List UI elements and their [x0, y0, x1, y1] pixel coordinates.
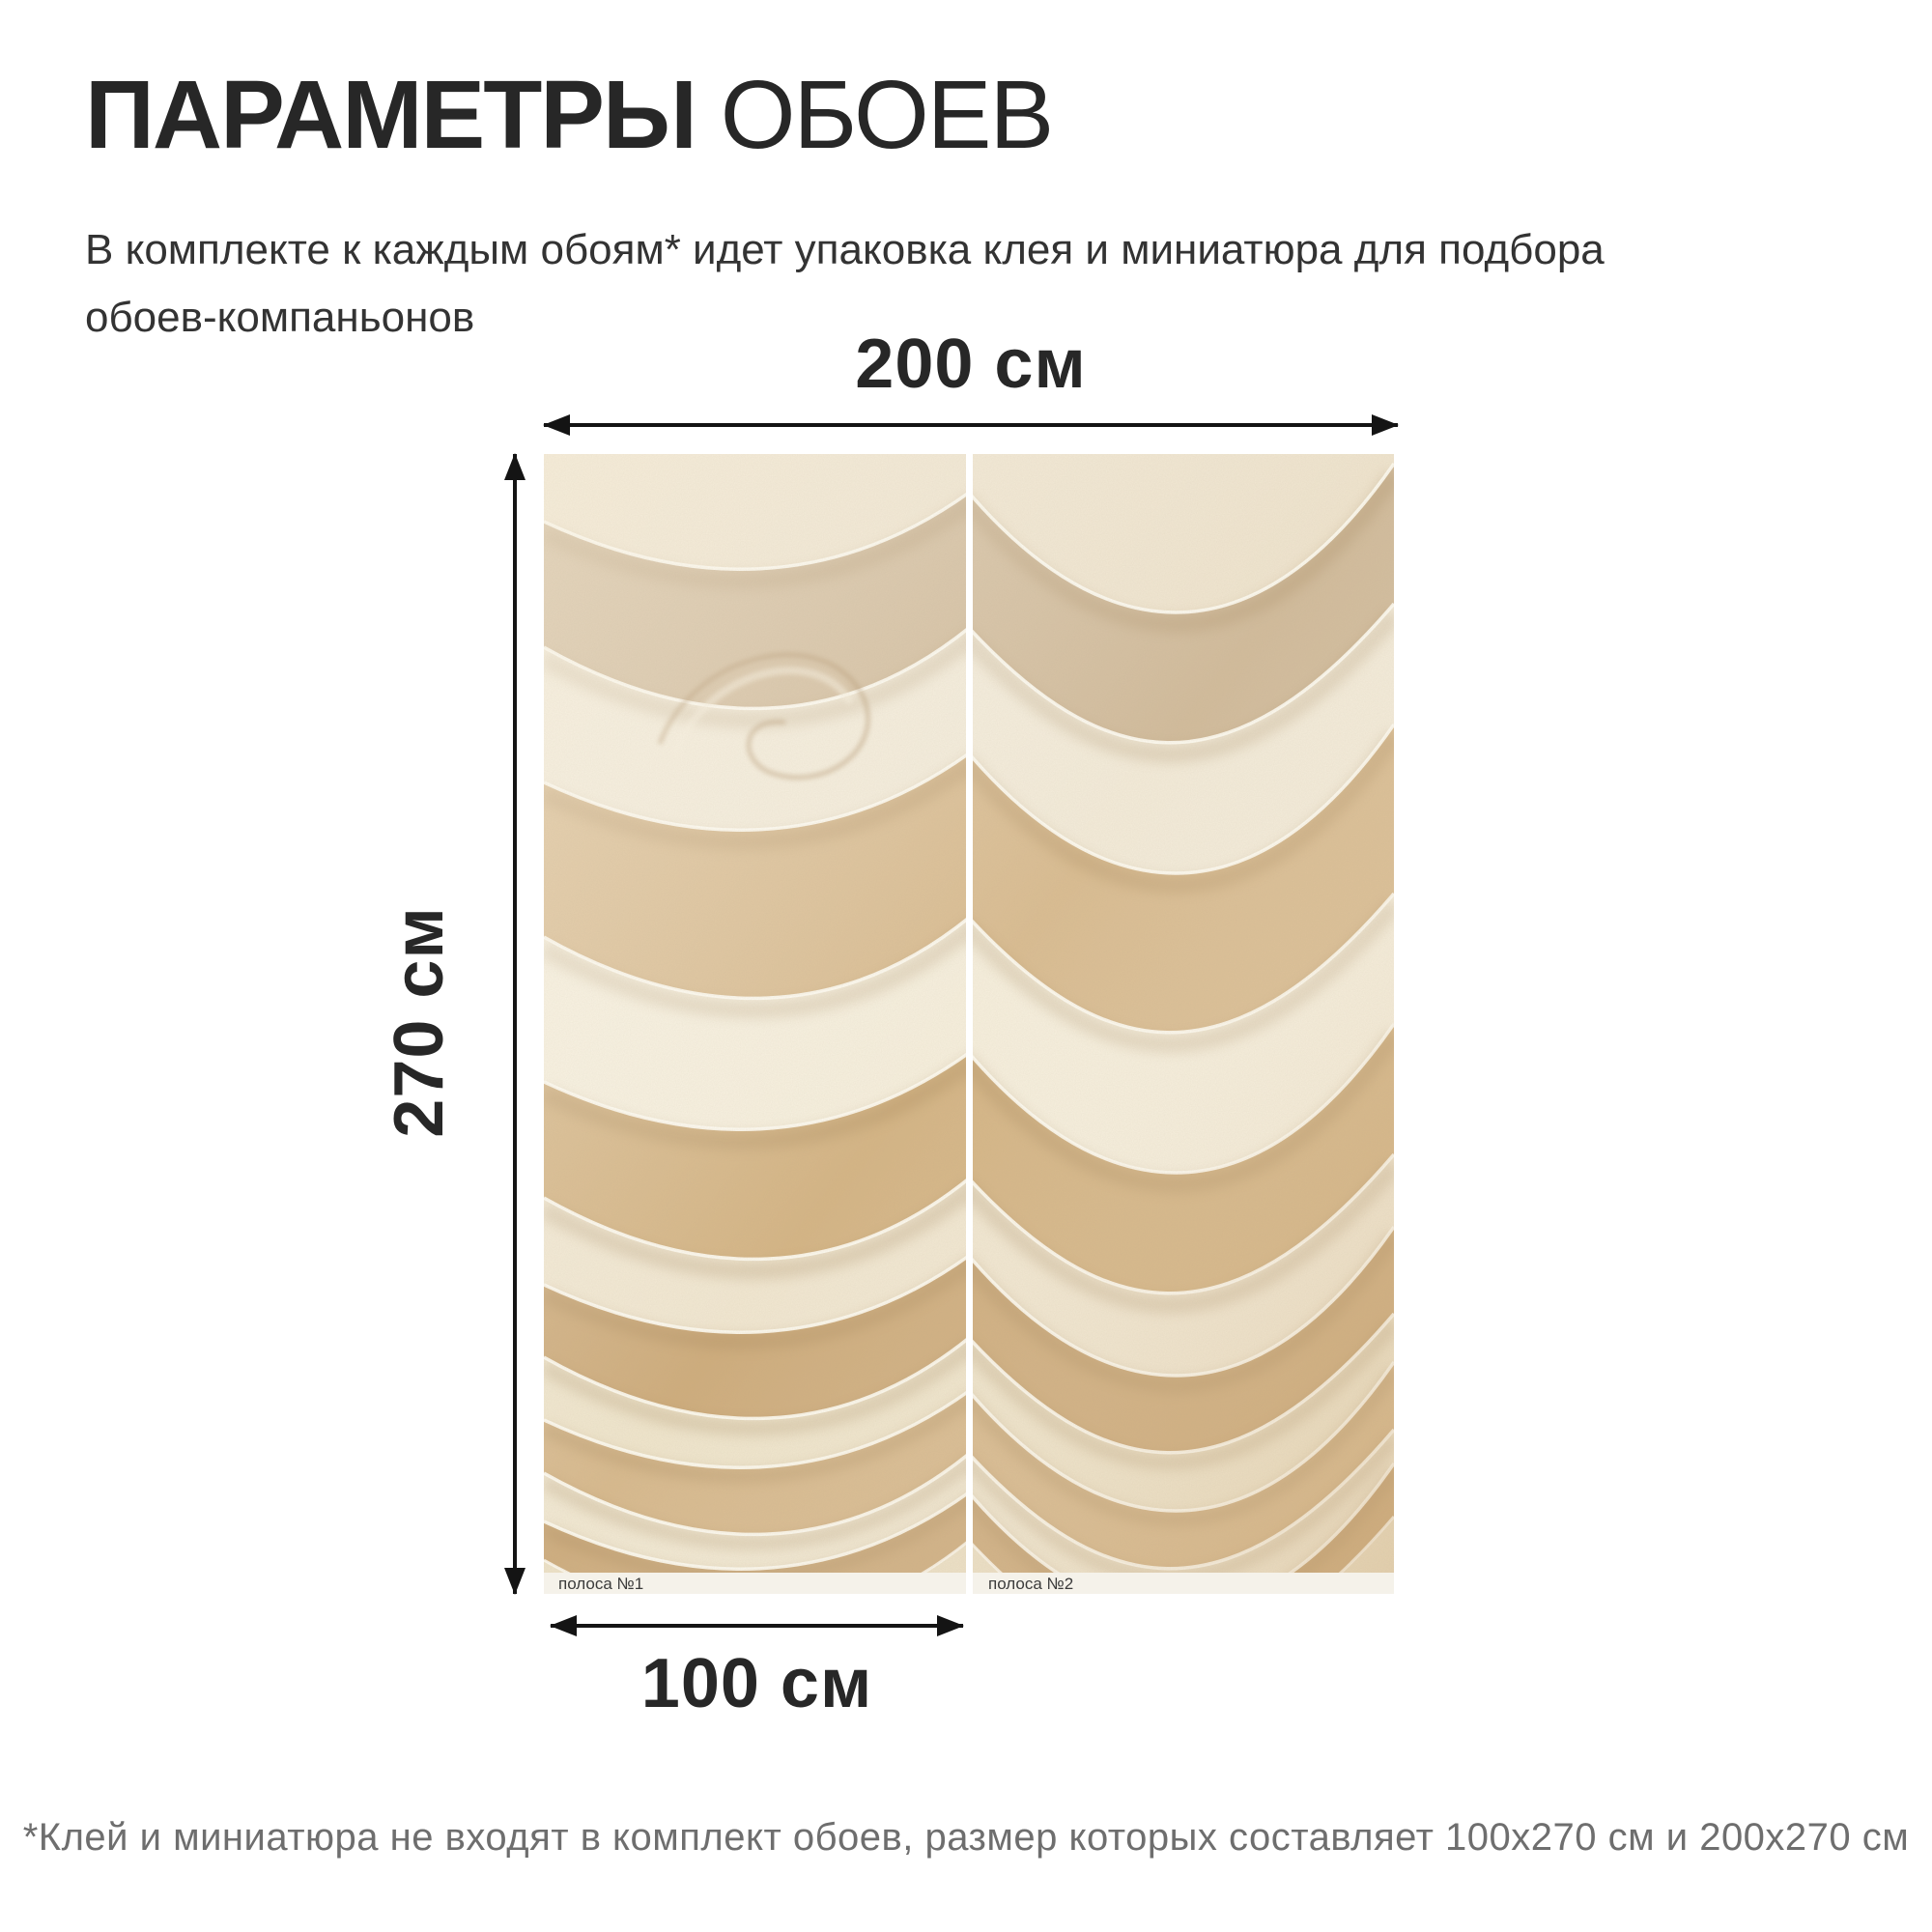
page-title-primary: ПАРАМЕТРЫ [85, 61, 697, 169]
strip-width-label: 100 см [640, 1645, 873, 1722]
height-label: 270 см [381, 906, 458, 1138]
page-subtitle: В комплекте к каждым обоям* идет упаковк… [85, 226, 1605, 342]
wallpaper-preview: полоса №1 полоса №2 [544, 454, 1394, 1594]
footnote: *Клей и миниатюра не входят в комплект о… [22, 1816, 1910, 1859]
page-title-secondary: ОБОЕВ [720, 61, 1054, 169]
width-dimension-arrow [544, 423, 1398, 427]
strip-2-label: полоса №2 [988, 1575, 1074, 1593]
strip-width-dimension-arrow [551, 1624, 963, 1628]
total-width-label: 200 см [855, 326, 1087, 403]
height-dimension-arrow [513, 454, 517, 1594]
strip-divider [966, 454, 973, 1594]
page-title: ПАРАМЕТРЫ ОБОЕВ [85, 61, 1054, 169]
strip-1-label: полоса №1 [558, 1575, 644, 1593]
